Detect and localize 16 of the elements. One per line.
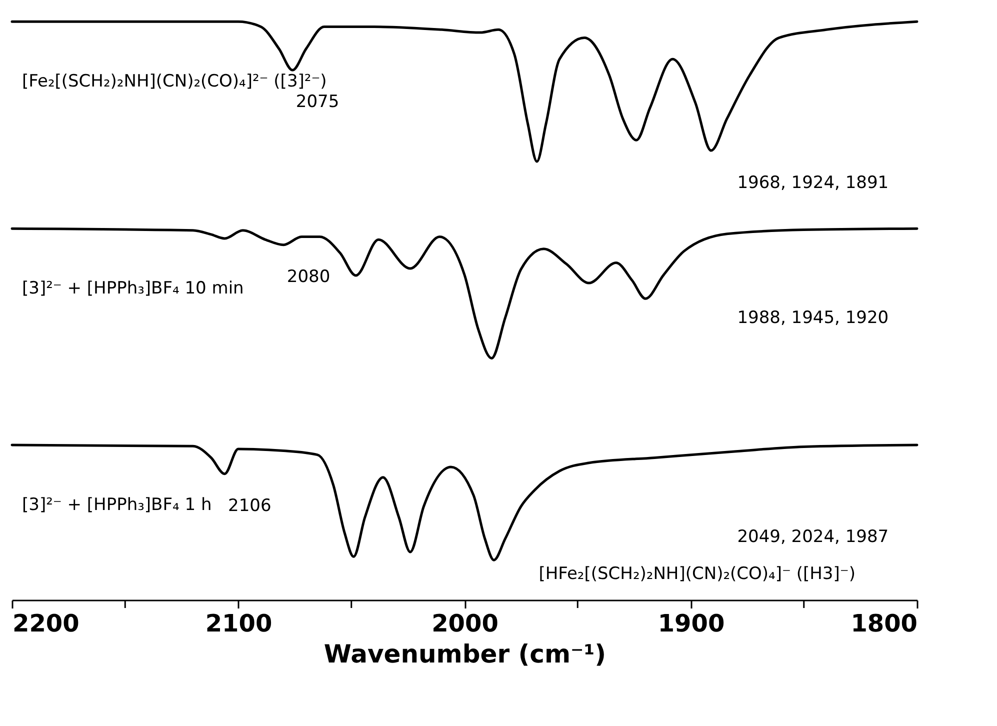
- annotation: 2080: [286, 266, 330, 287]
- x-tick-label: 1900: [658, 610, 725, 638]
- x-tick-label: 2000: [432, 610, 498, 638]
- annotation: 1988, 1945, 1920: [737, 308, 889, 328]
- x-tick-label: 2200: [12, 610, 80, 638]
- x-tick-label: 1800: [850, 610, 918, 638]
- annotation: 2049, 2024, 1987: [737, 526, 889, 547]
- series-label: [Fe₂[(SCH₂)₂NH](CN)₂(CO)₄]²⁻ ([3]²⁻): [22, 72, 327, 92]
- series-label: [3]²⁻ + [HPPh₃]BF₄ 1 h: [22, 494, 212, 515]
- annotation: 2075: [296, 92, 340, 112]
- annotation: [HFe₂[(SCH₂)₂NH](CN)₂(CO)₄]⁻ ([H3]⁻): [538, 564, 856, 584]
- text: [3]²⁻ + [HPPh₃]BF₄ 10 min: [22, 278, 244, 299]
- x-axis-title: Wavenumber (cm⁻¹): [324, 640, 606, 668]
- annotation: 2106: [228, 496, 272, 516]
- x-tick-label: 2100: [205, 610, 272, 638]
- annotation: 1968, 1924, 1891: [737, 172, 889, 193]
